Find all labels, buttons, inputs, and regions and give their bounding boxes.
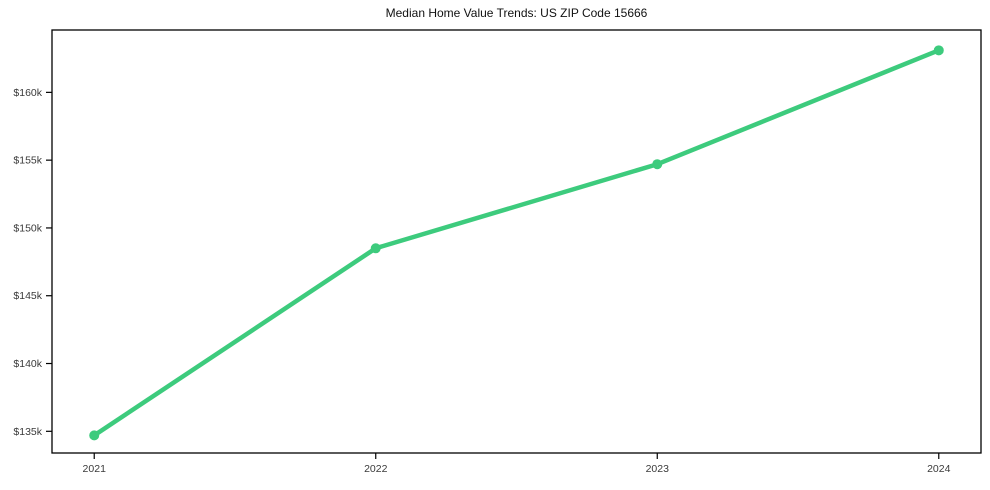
chart-title: Median Home Value Trends: US ZIP Code 15… <box>385 6 648 20</box>
x-tick-label: 2022 <box>364 463 388 475</box>
y-tick-label: $155k <box>13 155 42 167</box>
y-tick-label: $145k <box>13 290 42 302</box>
plot-border <box>51 29 982 454</box>
data-point-2024 <box>933 45 944 56</box>
data-point-2021 <box>89 430 100 441</box>
x-tick-label: 2021 <box>83 463 107 475</box>
y-tick-label: $140k <box>13 358 42 370</box>
data-point-2023 <box>652 159 663 170</box>
x-tick-label: 2023 <box>646 463 670 475</box>
x-tick-label: 2024 <box>927 463 951 475</box>
y-tick-label: $160k <box>13 87 42 99</box>
y-tick-label: $135k <box>13 426 42 438</box>
y-tick-label: $150k <box>13 222 42 234</box>
trend-line <box>91 48 942 438</box>
data-point-2022 <box>370 243 381 254</box>
